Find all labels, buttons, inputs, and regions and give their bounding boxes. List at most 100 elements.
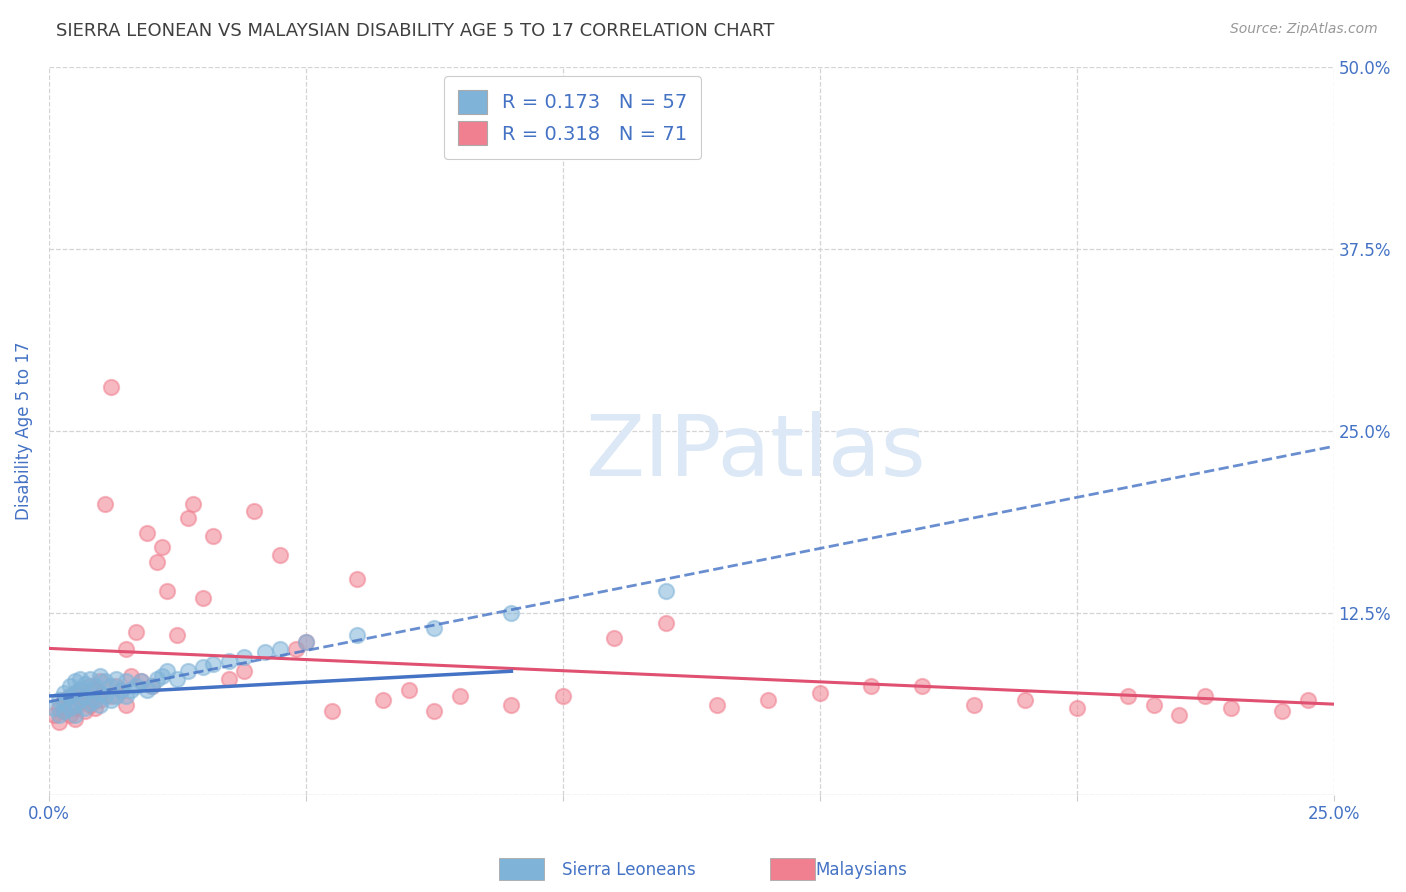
Point bbox=[84, 693, 107, 707]
Point bbox=[284, 642, 307, 657]
Point bbox=[73, 704, 96, 718]
Point bbox=[449, 689, 471, 703]
Point bbox=[58, 700, 80, 714]
Point bbox=[202, 529, 225, 543]
Point bbox=[42, 707, 65, 722]
Point bbox=[551, 689, 574, 703]
Point bbox=[100, 693, 122, 707]
Point bbox=[100, 679, 122, 693]
Point bbox=[233, 664, 256, 678]
Point bbox=[654, 584, 676, 599]
Point bbox=[181, 497, 204, 511]
Point bbox=[58, 679, 80, 693]
Point bbox=[1219, 700, 1241, 714]
Point bbox=[1014, 693, 1036, 707]
Point bbox=[53, 696, 76, 710]
Point bbox=[89, 674, 111, 689]
Point bbox=[423, 704, 446, 718]
Point bbox=[84, 679, 107, 693]
Point bbox=[156, 664, 179, 678]
Legend: R = 0.173   N = 57, R = 0.318   N = 71: R = 0.173 N = 57, R = 0.318 N = 71 bbox=[444, 77, 702, 159]
Point bbox=[79, 683, 101, 698]
Point bbox=[191, 660, 214, 674]
Point bbox=[135, 525, 157, 540]
Point bbox=[911, 679, 934, 693]
Point bbox=[218, 654, 240, 668]
Point bbox=[63, 707, 86, 722]
Point bbox=[398, 683, 420, 698]
Point bbox=[63, 686, 86, 700]
Point bbox=[94, 497, 117, 511]
Point bbox=[89, 693, 111, 707]
Point bbox=[69, 681, 91, 696]
Point bbox=[100, 689, 122, 703]
Point bbox=[104, 672, 127, 686]
Point bbox=[141, 679, 163, 693]
Point bbox=[84, 683, 107, 698]
Point bbox=[218, 672, 240, 686]
Point bbox=[104, 679, 127, 693]
Point bbox=[84, 700, 107, 714]
Point bbox=[120, 668, 142, 682]
Point bbox=[69, 683, 91, 698]
Point bbox=[346, 628, 368, 642]
Point bbox=[146, 672, 169, 686]
Point bbox=[104, 689, 127, 703]
Point bbox=[89, 686, 111, 700]
Point bbox=[1168, 707, 1191, 722]
Point bbox=[1296, 693, 1319, 707]
Point bbox=[1066, 700, 1088, 714]
Point bbox=[1143, 698, 1166, 712]
Point bbox=[131, 674, 153, 689]
Point bbox=[371, 693, 394, 707]
Point bbox=[94, 674, 117, 689]
Point bbox=[69, 693, 91, 707]
Y-axis label: Disability Age 5 to 17: Disability Age 5 to 17 bbox=[15, 342, 32, 520]
Point bbox=[135, 683, 157, 698]
Point bbox=[191, 591, 214, 606]
Point bbox=[53, 693, 76, 707]
Point bbox=[115, 698, 138, 712]
Point bbox=[269, 642, 291, 657]
Point bbox=[150, 668, 173, 682]
Point bbox=[295, 635, 318, 649]
Point bbox=[177, 511, 200, 525]
Point bbox=[166, 628, 188, 642]
Point bbox=[202, 657, 225, 671]
Point bbox=[1271, 704, 1294, 718]
Point bbox=[321, 704, 343, 718]
Point bbox=[63, 674, 86, 689]
Point bbox=[94, 689, 117, 703]
Point bbox=[131, 674, 153, 689]
Point bbox=[79, 698, 101, 712]
Point bbox=[125, 679, 148, 693]
Point bbox=[69, 693, 91, 707]
Point bbox=[58, 689, 80, 703]
Point bbox=[48, 707, 70, 722]
Text: Malaysians: Malaysians bbox=[815, 861, 907, 879]
Point bbox=[63, 712, 86, 726]
Point bbox=[63, 698, 86, 712]
Point bbox=[120, 683, 142, 698]
Point bbox=[73, 700, 96, 714]
Point bbox=[146, 555, 169, 569]
Point bbox=[1116, 689, 1139, 703]
Point bbox=[58, 689, 80, 703]
Point bbox=[1194, 689, 1216, 703]
Point bbox=[63, 686, 86, 700]
Point bbox=[963, 698, 986, 712]
Point bbox=[73, 689, 96, 703]
Point bbox=[346, 573, 368, 587]
Text: SIERRA LEONEAN VS MALAYSIAN DISABILITY AGE 5 TO 17 CORRELATION CHART: SIERRA LEONEAN VS MALAYSIAN DISABILITY A… bbox=[56, 22, 775, 40]
Point bbox=[706, 698, 728, 712]
Point bbox=[141, 679, 163, 693]
Point bbox=[89, 668, 111, 682]
Point bbox=[756, 693, 779, 707]
Point bbox=[501, 606, 523, 620]
Point bbox=[860, 679, 883, 693]
Point bbox=[48, 715, 70, 730]
Point bbox=[233, 649, 256, 664]
Text: Sierra Leoneans: Sierra Leoneans bbox=[562, 861, 696, 879]
Point bbox=[89, 698, 111, 712]
Point bbox=[295, 635, 318, 649]
